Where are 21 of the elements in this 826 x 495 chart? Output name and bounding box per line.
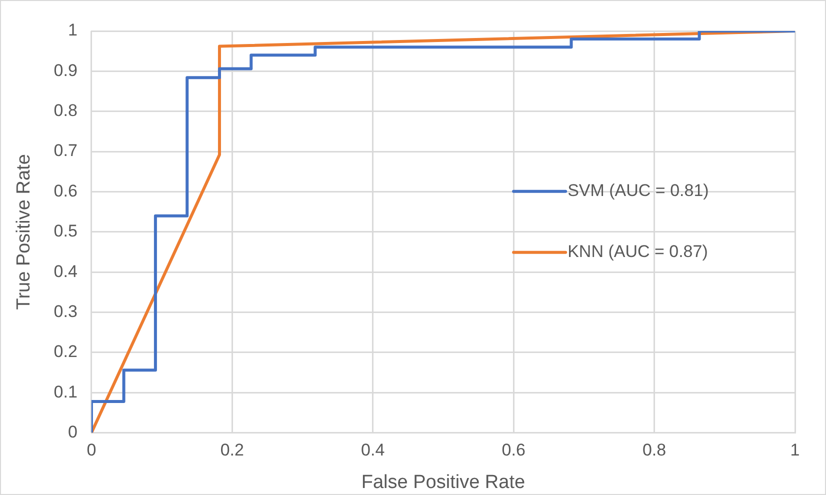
y-tick-label: 0	[68, 422, 78, 442]
y-tick-label: 0.1	[54, 382, 78, 402]
legend-label: SVM (AUC = 0.81)	[568, 181, 709, 200]
x-tick-label: 0.8	[642, 440, 666, 460]
y-tick-label: 0.3	[54, 302, 78, 321]
legend-label: KNN (AUC = 0.87)	[568, 242, 708, 262]
x-tick-label: 0	[86, 440, 96, 460]
x-tick-label: 0.2	[220, 440, 244, 460]
y-tick-label: 0.4	[54, 262, 78, 281]
y-axis-title: True Positive Rate	[14, 154, 35, 310]
x-tick-label: 0.4	[361, 440, 385, 460]
x-tick-label: 1	[790, 440, 800, 460]
y-tick-label: 0.9	[54, 60, 78, 80]
y-tick-label: 0.2	[54, 342, 78, 362]
y-tick-label: 0.8	[54, 101, 78, 120]
y-tick-label: 0.7	[54, 141, 78, 160]
y-tick-label: 0.6	[54, 181, 78, 200]
x-tick-label: 0.6	[502, 440, 526, 460]
x-axis-title: False Positive Rate	[361, 472, 526, 493]
y-tick-label: 0.5	[54, 222, 78, 241]
y-tick-label: 1	[68, 20, 78, 40]
